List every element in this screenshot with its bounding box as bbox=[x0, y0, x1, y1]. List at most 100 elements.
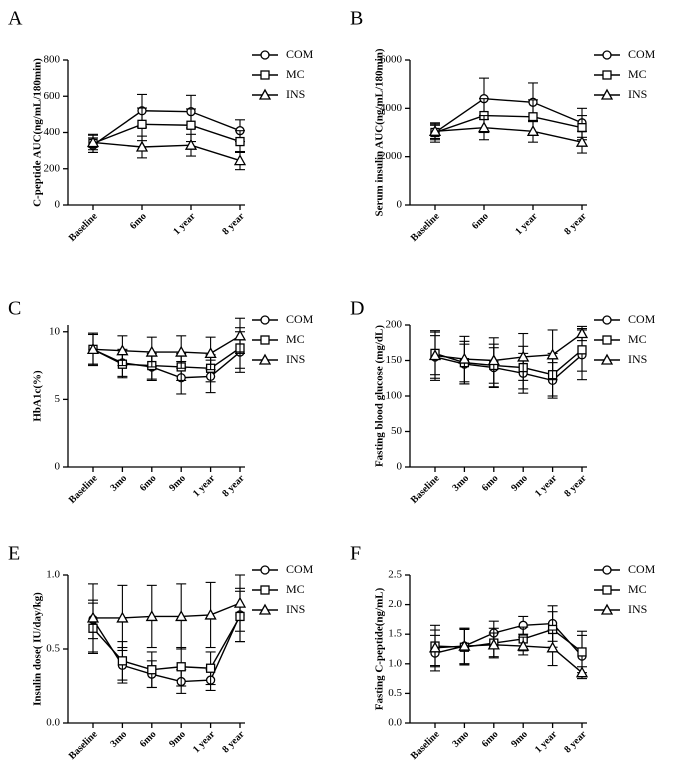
x-tick-label: 9mo bbox=[167, 473, 188, 494]
data-point bbox=[428, 641, 442, 653]
data-point bbox=[235, 136, 245, 147]
x-tick-label: 9mo bbox=[509, 729, 530, 750]
legend-label: INS bbox=[286, 602, 305, 616]
data-point bbox=[487, 354, 500, 366]
x-tick-label: 8 year bbox=[220, 473, 247, 500]
x-tick-label: 8 year bbox=[220, 211, 247, 238]
data-point bbox=[86, 611, 100, 623]
x-tick-label: 6mo bbox=[138, 473, 159, 494]
legend-label: MC bbox=[628, 67, 647, 81]
legend-label: COM bbox=[286, 47, 314, 61]
y-axis-label: HbA1c(%) bbox=[32, 370, 44, 422]
x-tick-label: 3mo bbox=[108, 729, 129, 750]
y-axis-label: Insulin dose( IU/day/kg) bbox=[32, 592, 44, 706]
y-tick-label: 6000 bbox=[380, 54, 403, 66]
y-axis-label: C-peptide AUC(ng/mL/180min) bbox=[32, 58, 44, 207]
legend-marker bbox=[260, 335, 270, 345]
series-line bbox=[92, 335, 241, 355]
data-point bbox=[526, 124, 540, 136]
legend-marker bbox=[602, 70, 612, 80]
x-tick-label: 1 year bbox=[513, 211, 540, 238]
data-point bbox=[575, 666, 589, 678]
legend-marker bbox=[600, 603, 614, 615]
data-point bbox=[204, 608, 217, 620]
y-tick-label: 400 bbox=[44, 126, 61, 138]
panel-label: C bbox=[8, 298, 21, 320]
data-point bbox=[86, 136, 100, 148]
legend-label: INS bbox=[628, 87, 647, 101]
data-point bbox=[147, 665, 157, 675]
legend-marker bbox=[258, 88, 272, 100]
data-point bbox=[428, 124, 442, 136]
panel-label: A bbox=[8, 8, 23, 30]
legend-label: COM bbox=[628, 562, 656, 576]
data-point bbox=[477, 121, 491, 133]
y-tick-label: 0.5 bbox=[388, 687, 402, 699]
data-point bbox=[176, 662, 186, 672]
x-tick-label: 9mo bbox=[509, 473, 530, 494]
legend-marker bbox=[602, 50, 612, 60]
x-tick-label: Baseline bbox=[409, 729, 442, 762]
legend-label: MC bbox=[628, 582, 647, 596]
data-point bbox=[233, 154, 247, 166]
legend-label: COM bbox=[628, 47, 656, 61]
x-tick-label: 1 year bbox=[533, 729, 560, 756]
series-line bbox=[92, 123, 241, 145]
data-point bbox=[175, 345, 188, 357]
series-line bbox=[434, 126, 583, 143]
y-tick-label: 2000 bbox=[380, 150, 403, 162]
data-point bbox=[577, 123, 587, 133]
legend-label: INS bbox=[628, 602, 647, 616]
data-point bbox=[137, 119, 147, 129]
y-tick-label: 0.5 bbox=[46, 643, 60, 655]
data-point bbox=[575, 135, 589, 147]
legend-label: MC bbox=[286, 582, 305, 596]
data-point bbox=[546, 641, 559, 653]
legend-label: INS bbox=[628, 352, 647, 366]
data-point bbox=[186, 120, 196, 130]
series-line bbox=[434, 644, 583, 674]
data-point bbox=[205, 663, 216, 673]
data-point bbox=[577, 345, 587, 355]
series-line bbox=[92, 348, 241, 379]
series-line bbox=[434, 332, 583, 362]
y-tick-label: 0 bbox=[55, 461, 61, 473]
data-point bbox=[487, 638, 500, 650]
y-tick-label: 0 bbox=[397, 461, 403, 473]
x-tick-label: Baseline bbox=[67, 473, 100, 506]
x-tick-label: 6mo bbox=[480, 729, 501, 750]
x-tick-label: 9mo bbox=[167, 729, 188, 750]
series-line bbox=[434, 628, 583, 653]
data-point bbox=[117, 656, 128, 666]
data-point bbox=[577, 647, 587, 657]
legend-label: COM bbox=[628, 312, 656, 326]
x-tick-label: Baseline bbox=[409, 211, 442, 244]
data-point bbox=[86, 343, 100, 354]
series-line bbox=[434, 114, 583, 134]
x-tick-label: 6mo bbox=[480, 473, 501, 494]
data-point bbox=[528, 112, 538, 122]
data-point bbox=[517, 639, 530, 651]
y-tick-label: 5 bbox=[55, 393, 61, 405]
data-point bbox=[458, 352, 471, 364]
x-tick-label: 1 year bbox=[533, 473, 560, 500]
legend-label: COM bbox=[286, 312, 314, 326]
legend-label: INS bbox=[286, 352, 305, 366]
legend-marker bbox=[602, 585, 612, 595]
panel-label: D bbox=[350, 298, 364, 320]
data-point bbox=[145, 345, 158, 357]
legend-marker bbox=[260, 565, 270, 575]
y-tick-label: 150 bbox=[386, 354, 403, 366]
x-tick-label: 3mo bbox=[450, 473, 471, 494]
x-tick-label: 8 year bbox=[562, 473, 589, 500]
x-tick-label: 8 year bbox=[220, 729, 247, 756]
data-point bbox=[116, 611, 129, 623]
data-point bbox=[517, 350, 530, 362]
y-tick-label: 200 bbox=[386, 319, 403, 331]
y-tick-label: 2.0 bbox=[388, 598, 402, 610]
legend-marker bbox=[258, 603, 272, 615]
legend-marker bbox=[602, 315, 612, 325]
data-point bbox=[184, 138, 198, 150]
y-tick-label: 10 bbox=[49, 325, 61, 337]
y-tick-label: 0.0 bbox=[46, 717, 60, 729]
